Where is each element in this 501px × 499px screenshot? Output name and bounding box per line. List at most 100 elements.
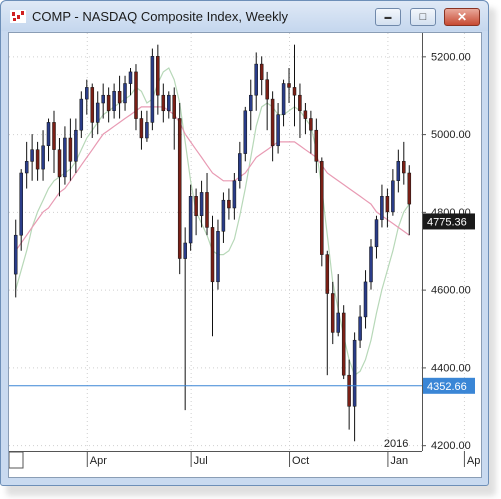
candle-body <box>227 199 231 209</box>
candle-body <box>336 312 340 333</box>
close-button[interactable]: ✕ <box>444 8 480 26</box>
candle-body <box>112 91 116 111</box>
candle-body <box>309 118 313 131</box>
candle-body <box>265 79 269 100</box>
candle-body <box>52 122 56 150</box>
candlestick-chart[interactable]: 4352.66 4200.004400.004600.004800.005000… <box>9 33 481 477</box>
candle-body <box>134 71 138 119</box>
candle-body <box>402 161 406 174</box>
minimize-icon: ▬ <box>384 13 392 21</box>
horizontal-line-label: 4352.66 <box>427 381 467 393</box>
minimize-button[interactable]: ▬ <box>375 8 401 26</box>
candle-body <box>150 56 155 123</box>
candle-body <box>188 196 193 244</box>
candle-body <box>95 102 100 123</box>
time-tick-label: Jan <box>390 455 408 467</box>
time-tick-label: Jul <box>194 455 208 467</box>
candle-body <box>243 110 248 154</box>
candle-body <box>139 118 144 139</box>
candle-body <box>259 63 264 80</box>
candle-body <box>358 316 362 341</box>
candle-body <box>210 227 215 283</box>
candle-body <box>380 196 384 220</box>
candle-body <box>57 149 62 178</box>
price-tick-label: 4200.00 <box>431 440 471 452</box>
price-tick-label: 5000.00 <box>431 129 471 141</box>
candle-body <box>341 312 346 376</box>
candle-body <box>298 94 302 112</box>
chart-area[interactable]: 4352.66 4200.00 4400.00 4600.00 4800.00 5000… <box>8 32 482 478</box>
candle-body <box>41 145 45 170</box>
candle-body <box>363 281 368 318</box>
chart-app-icon <box>10 10 26 23</box>
candle-body <box>194 196 198 216</box>
candle-body <box>385 196 390 213</box>
year-label: 2016 <box>384 438 408 450</box>
candle-body <box>314 129 319 162</box>
price-tick-label: 5200.00 <box>431 51 471 63</box>
candle-body <box>161 94 166 112</box>
candle-body <box>156 56 160 96</box>
candle-body <box>281 83 286 115</box>
candle-body <box>123 83 127 104</box>
candle-body <box>68 137 73 162</box>
candle-body <box>374 219 379 248</box>
candle-body <box>117 91 122 104</box>
candle-body <box>347 374 351 407</box>
horizontal-line[interactable]: 4352.66 <box>9 377 475 394</box>
candle-body <box>24 161 29 174</box>
price-axis[interactable]: 4200.004400.004600.004800.005000.005200.… <box>422 51 475 452</box>
candle-body <box>216 231 220 283</box>
candle-body <box>396 161 401 181</box>
chart-window: COMP - NASDAQ Composite Index, Weekly ▬ … <box>0 0 489 486</box>
candle-body <box>167 94 171 112</box>
candle-body <box>172 94 176 119</box>
time-tick-label: Oct <box>292 455 309 467</box>
candle-body <box>221 199 226 232</box>
candle-body <box>101 94 105 104</box>
current-price-box <box>423 213 475 230</box>
candle-body <box>287 83 291 88</box>
plot-area[interactable] <box>9 33 422 451</box>
candle-body <box>249 94 253 112</box>
candle-body <box>183 242 187 259</box>
candle-body <box>199 192 204 216</box>
candle-body <box>292 87 297 96</box>
price-tick-label: 4600.00 <box>431 285 471 297</box>
candle-body <box>407 172 412 205</box>
candle-body <box>85 87 89 100</box>
price-tick-label: 4400.00 <box>431 362 471 374</box>
title-bar[interactable]: COMP - NASDAQ Composite Index, Weekly ▬ … <box>1 1 488 31</box>
candle-body <box>232 180 237 209</box>
candle-body <box>177 118 182 259</box>
candle-body <box>19 172 23 236</box>
maximize-button[interactable]: □ <box>410 8 436 26</box>
candle-body <box>106 94 111 112</box>
candle-body <box>74 129 78 162</box>
time-tick-label: Apr <box>467 455 481 467</box>
candle-body <box>205 192 209 228</box>
time-tick-label: Apr <box>90 455 107 467</box>
candle-body <box>63 137 67 178</box>
candle-body <box>90 87 95 123</box>
candle-body <box>303 110 308 119</box>
candle-body <box>46 122 51 146</box>
candle-body <box>325 254 330 294</box>
candle-body <box>128 71 133 84</box>
candle-body <box>391 180 395 213</box>
corner-box[interactable] <box>9 451 24 469</box>
time-axis[interactable]: Apr Jul Oct Jan Apr 2016 <box>86 438 481 467</box>
candle-body <box>13 234 18 275</box>
candle-body <box>276 114 280 147</box>
current-price-label: 4775.36 <box>427 216 467 228</box>
window-title: COMP - NASDAQ Composite Index, Weekly <box>32 9 288 24</box>
maximize-icon: □ <box>419 11 427 23</box>
candles <box>13 44 412 442</box>
candle-body <box>270 98 275 147</box>
candle-body <box>145 122 149 139</box>
candle-body <box>320 161 324 255</box>
candle-body <box>35 149 40 170</box>
candle-body <box>238 153 242 181</box>
sma-slow-line <box>15 106 410 252</box>
candle-body <box>254 63 258 96</box>
